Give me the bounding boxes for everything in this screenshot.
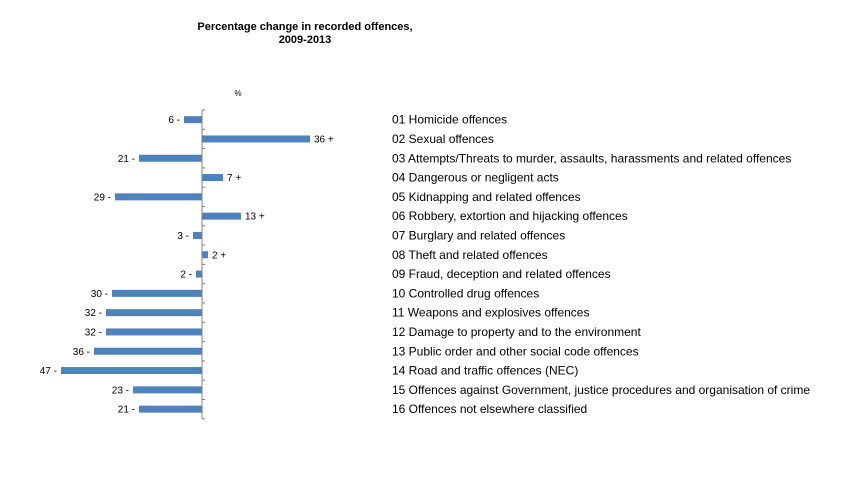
labels-group: 6 - 01 Homicide offences 36 + 02 Sexual off… [40,113,811,416]
category-label: 12 Damage to property and to the environ… [392,325,641,339]
category-label: 05 Kidnapping and related offences [392,190,581,204]
category-label: 06 Robbery, extortion and hijacking offe… [392,209,628,223]
category-label: 08 Theft and related offences [392,248,548,262]
data-label: 36 + [314,134,334,145]
data-label: 2 + [212,250,226,261]
bar [202,212,241,220]
data-label: 2 - [180,270,192,281]
bar [106,309,202,317]
chart-subtitle: 2009-2013 [279,34,332,46]
category-label: 16 Offences not elsewhere classified [392,402,587,416]
category-label: 13 Public order and other social code of… [392,344,639,358]
category-label: 03 Attempts/Threats to murder, assaults,… [392,151,791,165]
bar [196,270,202,278]
bar [184,116,202,124]
bars-group [61,116,310,413]
bar [106,328,202,336]
category-label: 04 Dangerous or negligent acts [392,171,559,185]
data-label: 23 - [112,385,129,396]
data-label: 6 - [168,115,180,126]
data-label: 47 - [40,366,57,377]
bar [202,135,310,143]
category-label: 07 Burglary and related offences [392,228,565,242]
bar [202,251,208,259]
bar [112,289,202,297]
bar [139,154,202,162]
category-label: 01 Homicide offences [392,113,507,127]
data-label: 7 + [227,173,241,184]
data-label: 29 - [94,192,111,203]
bar [133,386,202,394]
category-label: 02 Sexual offences [392,132,494,146]
chart-title: Percentage change in recorded offences, [197,21,412,33]
bar [61,367,202,375]
category-label: 10 Controlled drug offences [392,286,539,300]
category-label: 11 Weapons and explosives offences [392,306,589,320]
data-label: 13 + [245,212,265,223]
data-label: 21 - [118,405,135,416]
data-label: 30 - [91,289,108,300]
bar [115,193,202,201]
bar [193,231,202,239]
category-label: 09 Fraud, deception and related offences [392,267,611,281]
data-label: 3 - [177,231,189,242]
bar [202,174,223,182]
data-label: 32 - [85,327,102,338]
bar [94,347,202,355]
axis-group [201,109,205,420]
bar [139,405,202,413]
category-label: 15 Offences against Government, justice … [392,383,810,397]
category-label: 14 Road and traffic offences (NEC) [392,364,578,378]
unit-label: % [234,89,241,98]
data-label: 36 - [73,347,90,358]
data-label: 32 - [85,308,102,319]
data-label: 21 - [118,154,135,165]
